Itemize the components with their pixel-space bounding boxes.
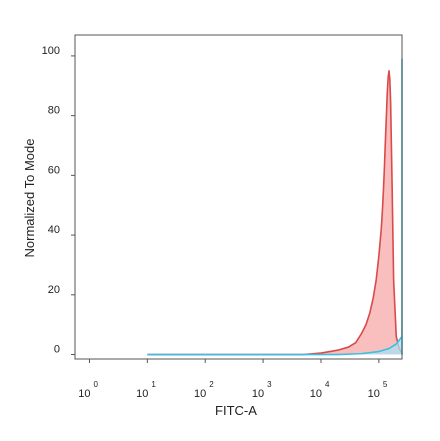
x-tick-label-exponent: 2 bbox=[209, 380, 214, 389]
series-2-area bbox=[147, 58, 402, 355]
x-tick-label-base: 10 bbox=[310, 388, 322, 400]
y-axis-ticks: 0 20 40 60 80 100 bbox=[42, 45, 75, 356]
plot-frame bbox=[74, 34, 403, 360]
y-tick-label: 40 bbox=[48, 224, 60, 236]
series-1-area bbox=[147, 70, 402, 355]
x-tick-label-exponent: 3 bbox=[267, 380, 272, 389]
y-axis-label: Normalized To Mode bbox=[22, 139, 37, 258]
x-tick-label-exponent: 0 bbox=[93, 380, 98, 389]
y-tick-label: 100 bbox=[42, 45, 60, 57]
series-1-line bbox=[147, 70, 403, 356]
x-tick-label-exponent: 1 bbox=[151, 380, 156, 389]
x-tick-label-base: 10 bbox=[78, 388, 90, 400]
y-tick-label: 0 bbox=[54, 344, 60, 356]
x-tick-label-base: 10 bbox=[194, 388, 206, 400]
series-2-line bbox=[147, 58, 403, 356]
y-tick-label: 80 bbox=[48, 105, 60, 117]
x-tick-label-base: 10 bbox=[368, 388, 380, 400]
y-tick-label: 20 bbox=[48, 284, 60, 296]
x-tick-label-base: 10 bbox=[252, 388, 264, 400]
series-layer bbox=[147, 58, 403, 356]
x-tick-label-exponent: 4 bbox=[325, 380, 330, 389]
x-tick-label-base: 10 bbox=[136, 388, 148, 400]
x-tick-label-exponent: 5 bbox=[383, 380, 388, 389]
y-tick-label: 60 bbox=[48, 164, 60, 176]
x-axis-label: FITC-A bbox=[215, 403, 257, 418]
